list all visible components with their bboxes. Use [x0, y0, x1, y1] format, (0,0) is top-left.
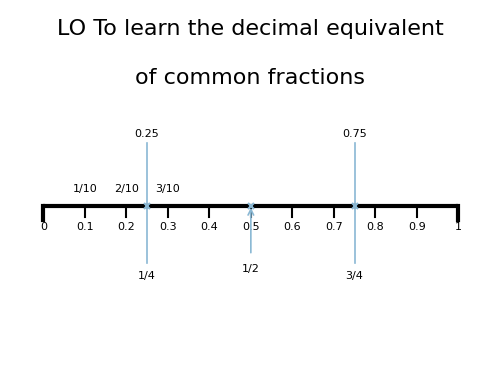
Text: 0.2: 0.2 — [118, 222, 135, 232]
Text: 0.75: 0.75 — [342, 129, 367, 140]
Text: of common fractions: of common fractions — [135, 68, 365, 87]
Text: 1/2: 1/2 — [242, 264, 260, 274]
Text: 1/4: 1/4 — [138, 271, 156, 281]
Text: 2/10: 2/10 — [114, 184, 139, 194]
Text: LO To learn the decimal equivalent: LO To learn the decimal equivalent — [56, 19, 444, 39]
Text: 0: 0 — [40, 222, 47, 232]
Text: 0.4: 0.4 — [200, 222, 218, 232]
Text: 1/10: 1/10 — [72, 184, 97, 194]
Text: 0.8: 0.8 — [366, 222, 384, 232]
Text: 0.5: 0.5 — [242, 222, 260, 232]
Text: 3/10: 3/10 — [156, 184, 180, 194]
Text: 1: 1 — [455, 222, 462, 232]
Text: 0.1: 0.1 — [76, 222, 94, 232]
Text: 0.7: 0.7 — [325, 222, 342, 232]
Text: 0.25: 0.25 — [134, 129, 160, 140]
Text: 0.9: 0.9 — [408, 222, 426, 232]
Text: 0.3: 0.3 — [159, 222, 176, 232]
Text: 3/4: 3/4 — [346, 271, 364, 281]
Text: 0.6: 0.6 — [284, 222, 301, 232]
